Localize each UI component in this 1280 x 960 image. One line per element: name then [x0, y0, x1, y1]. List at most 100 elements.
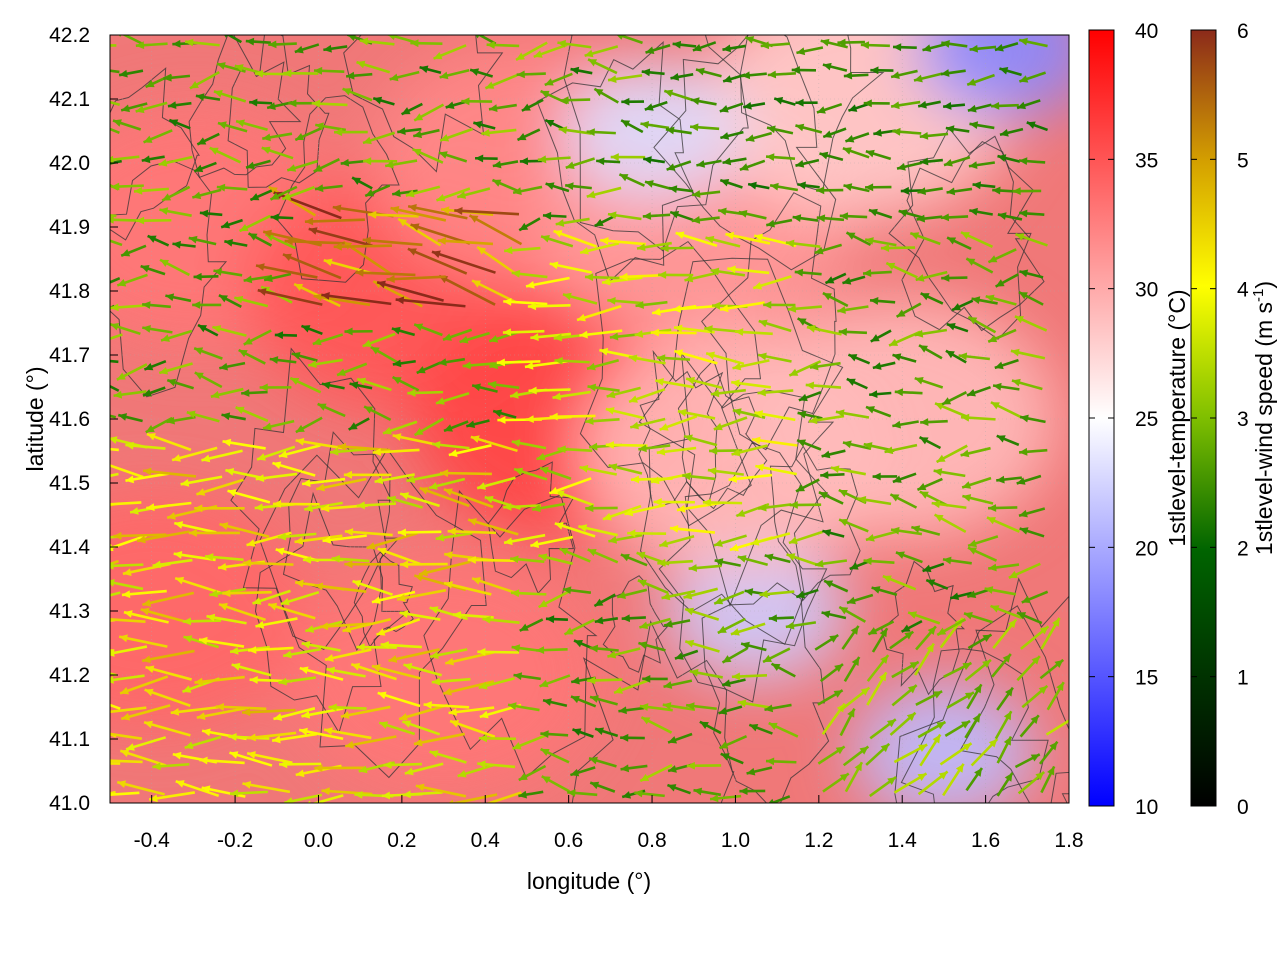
wind-vector: [966, 683, 983, 710]
wind-vector: [765, 218, 793, 228]
wind-vector-head: [435, 533, 445, 542]
wind-vector-head: [277, 532, 287, 541]
wind-vector-head: [356, 60, 366, 69]
wind-vector-head: [195, 93, 205, 101]
wind-vector: [264, 233, 296, 250]
wind-vector: [710, 267, 746, 277]
wind-vector-head: [894, 388, 904, 397]
wind-vector-head: [1070, 715, 1079, 723]
wind-vector-head: [241, 389, 250, 397]
wind-vector-shaft: [443, 488, 494, 509]
wind-vector-shaft: [122, 35, 142, 45]
wind-vector-head: [718, 707, 728, 715]
wind-vector: [1018, 290, 1044, 306]
wind-vector-head: [405, 189, 415, 198]
wind-vector-head: [466, 420, 476, 429]
wind-vector-head: [230, 646, 239, 655]
wind-vector-head: [390, 205, 400, 214]
wind-vector: [704, 325, 740, 333]
wind-vector-head: [962, 481, 972, 489]
wind-vector-head: [486, 41, 495, 49]
wind-vector: [454, 207, 520, 216]
wind-vector-head: [714, 597, 724, 605]
wind-vector-head: [787, 304, 797, 313]
wind-vector-head: [570, 66, 580, 75]
wind-vector: [333, 242, 392, 251]
wind-vector: [413, 103, 445, 122]
wind-vector-head: [862, 269, 872, 277]
wind-vector: [942, 556, 972, 565]
wind-vector: [295, 437, 344, 450]
wind-vector: [843, 71, 869, 80]
wind-vector-head: [839, 518, 849, 527]
wind-vector: [596, 157, 621, 166]
wind-vector-head: [344, 560, 353, 569]
wind-vector: [644, 180, 672, 190]
wind-vector-head: [69, 507, 78, 515]
wind-vector: [516, 128, 541, 142]
wind-vector-head: [674, 652, 684, 660]
wind-vector-head: [665, 126, 675, 135]
wind-vector: [816, 186, 844, 195]
wind-vector: [891, 684, 918, 707]
wind-vector: [576, 304, 622, 322]
wind-vector-head: [617, 591, 626, 600]
wind-vector: [880, 244, 916, 252]
wind-vector-head: [846, 232, 856, 240]
temperature-region: [852, 681, 1035, 803]
wind-vector-head: [860, 41, 870, 50]
wind-vector-shaft: [413, 574, 467, 592]
wind-vector-head: [169, 119, 179, 127]
wind-vector-head: [704, 325, 713, 333]
wind-vector: [301, 640, 341, 652]
wind-vector-head: [1016, 477, 1026, 485]
wind-vector-head: [511, 644, 521, 652]
wind-vector: [846, 377, 868, 390]
wind-vector-head: [92, 121, 101, 128]
wind-vector-head: [1014, 316, 1024, 324]
wind-vector: [218, 602, 266, 622]
wind-speed-colorbar-tick-label: 1: [1237, 667, 1249, 690]
wind-vector-head: [666, 163, 676, 171]
wind-vector: [684, 607, 720, 621]
wind-vector-head: [255, 474, 265, 483]
wind-vector: [673, 349, 718, 365]
wind-vector: [586, 359, 620, 371]
wind-vector-head: [299, 727, 308, 736]
wind-vector-head: [262, 422, 272, 431]
wind-vector-shaft: [110, 276, 121, 284]
wind-vector: [962, 494, 994, 505]
wind-vector: [262, 132, 293, 142]
wind-vector: [280, 590, 320, 606]
wind-vector-head: [870, 66, 879, 75]
wind-vector-head: [243, 337, 253, 345]
wind-vector: [119, 675, 169, 695]
wind-vector-head: [988, 255, 998, 263]
wind-vector: [413, 417, 445, 437]
wind-vector: [193, 161, 217, 173]
wind-vector: [199, 209, 223, 218]
wind-vector-head: [385, 160, 394, 169]
wind-vector-head: [620, 554, 630, 562]
wind-vector: [471, 577, 520, 596]
wind-vector-shaft: [142, 469, 197, 478]
wind-vector: [1014, 315, 1048, 332]
wind-vector: [273, 707, 316, 721]
wind-vector: [764, 703, 792, 713]
wind-vector: [621, 614, 646, 623]
wind-vector: [321, 787, 373, 796]
wind-vector-head: [968, 317, 978, 325]
wind-vector-head: [403, 663, 413, 671]
wind-vector-head: [398, 218, 408, 227]
wind-vector-head: [754, 410, 764, 418]
wind-vector-shaft: [110, 703, 121, 710]
wind-vector-head: [851, 656, 860, 666]
wind-vector: [213, 90, 247, 103]
wind-vector: [274, 331, 297, 340]
wind-vector: [824, 272, 847, 285]
contour-line: [259, 448, 487, 779]
wind-vector-head: [440, 206, 450, 215]
wind-vector-head: [447, 527, 456, 536]
wind-vector: [229, 789, 268, 798]
wind-vector-head: [682, 472, 691, 481]
